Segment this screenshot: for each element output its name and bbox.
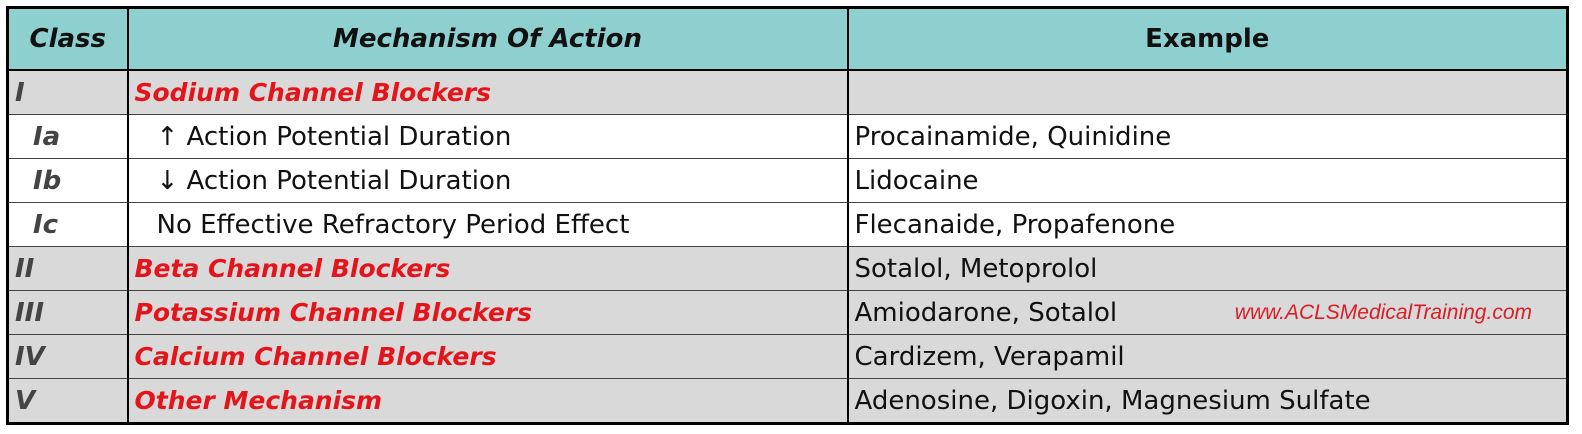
class-cell: IV (7, 334, 128, 379)
example-cell: Procainamide, Quinidine (846, 114, 1568, 159)
class-cell: I (7, 69, 128, 115)
row: III Potassium Channel Blockers Amiodaron… (7, 290, 1568, 335)
class-cell: V (7, 378, 128, 424)
mechanism-cell: ↑ Action Potential Duration (126, 114, 848, 159)
mechanism-cell: Sodium Channel Blockers (126, 69, 848, 115)
header-cell: Example (846, 6, 1569, 71)
example-cell: Lidocaine (846, 158, 1568, 203)
row: Ib ↓ Action Potential Duration Lidocaine (7, 158, 1568, 203)
example-cell: Sotalol, Metoprolol (846, 246, 1568, 291)
header-cell: Class (6, 6, 129, 71)
mechanism-cell: Calcium Channel Blockers (126, 334, 848, 379)
example-cell: Adenosine, Digoxin, Magnesium Sulfate (846, 378, 1568, 424)
class-cell: II (7, 246, 128, 291)
class-cell: III (7, 290, 128, 335)
mechanism-cell: Potassium Channel Blockers (126, 290, 848, 335)
watermark: www.ACLSMedicalTraining.com (1234, 301, 1532, 324)
row: Ia ↑ Action Potential Duration Procainam… (7, 114, 1568, 159)
mechanism-cell: Other Mechanism (126, 378, 848, 424)
class-cell: Ic (7, 202, 128, 247)
row: Ic No Effective Refractory Period Effect… (7, 202, 1568, 247)
header-cell: Mechanism Of Action (126, 6, 849, 71)
mechanism-cell: No Effective Refractory Period Effect (126, 202, 848, 247)
example-text: Amiodarone, Sotalol (854, 297, 1118, 328)
antiarrhythmic-table: Class Mechanism Of Action Example I Sodi… (6, 6, 1569, 425)
row: IV Calcium Channel Blockers Cardizem, Ve… (7, 334, 1568, 379)
example-cell: Cardizem, Verapamil (846, 334, 1568, 379)
row: V Other Mechanism Adenosine, Digoxin, Ma… (7, 378, 1568, 424)
header-row: Class Mechanism Of Action Example (6, 6, 1569, 71)
mechanism-cell: ↓ Action Potential Duration (126, 158, 848, 203)
row: I Sodium Channel Blockers (7, 69, 1568, 115)
example-cell: Flecanaide, Propafenone (846, 202, 1568, 247)
example-cell (846, 69, 1568, 115)
class-cell: Ib (7, 158, 128, 203)
example-cell: Amiodarone, Sotalol www.ACLSMedicalTraini… (846, 290, 1568, 335)
mechanism-cell: Beta Channel Blockers (126, 246, 848, 291)
row: II Beta Channel Blockers Sotalol, Metopr… (7, 246, 1568, 291)
class-cell: Ia (7, 114, 128, 159)
